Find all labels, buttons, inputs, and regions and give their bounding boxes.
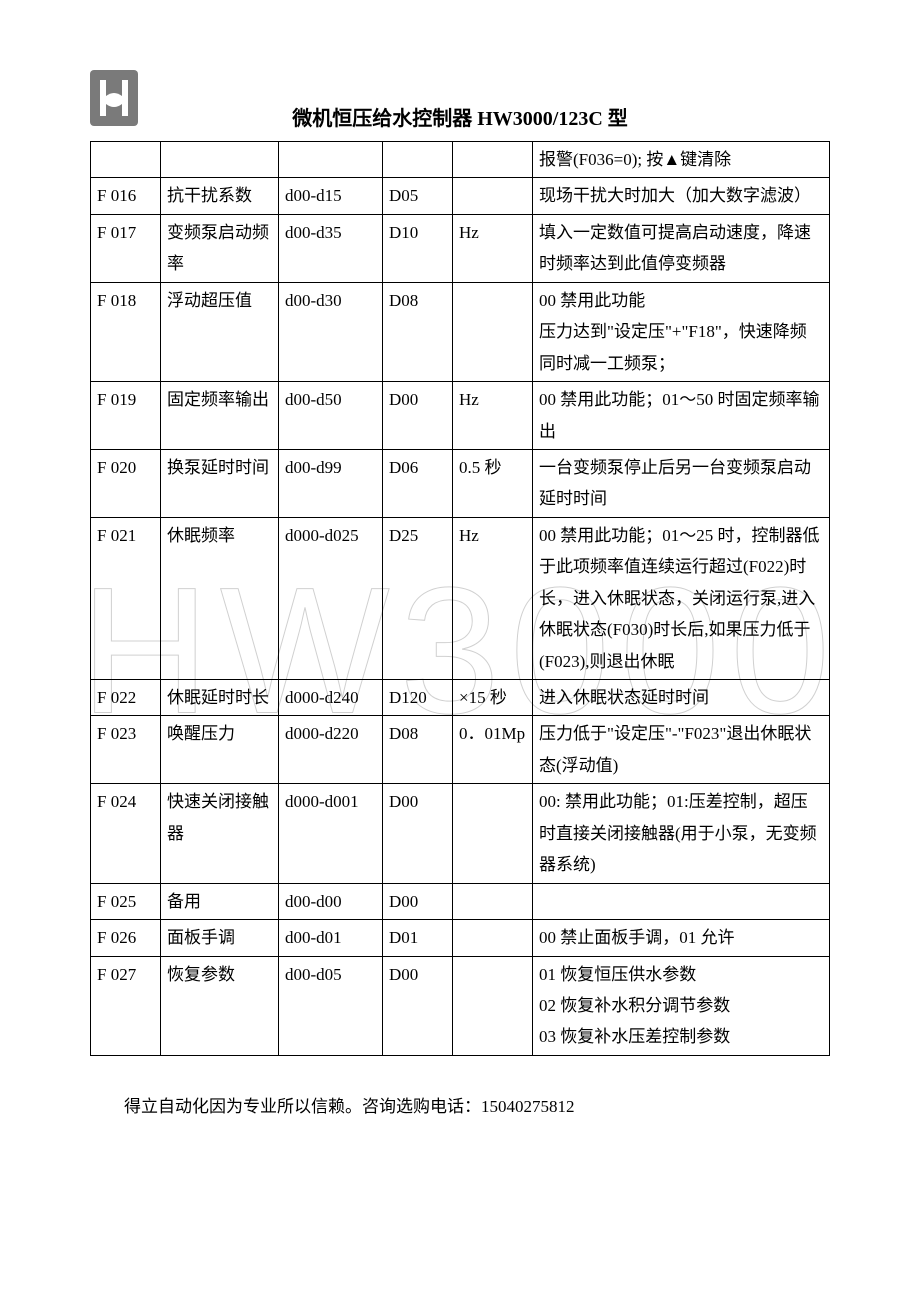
table-cell-default: D01 [383,920,453,956]
table-row: F 024快速关闭接触器d000-d001D00 00: 禁用此功能；01:压差控… [91,784,830,883]
table-row: F 019固定频率输出d00-d50D00Hz00 禁用此功能；01～50 时固… [91,382,830,450]
table-cell-desc: 00 禁用此功能；01～50 时固定频率输出 [533,382,830,450]
table-cell-code [91,142,161,178]
table-cell-range: d000-d220 [279,716,383,784]
brand-logo-icon [90,70,138,126]
table-row: F 017变频泵启动频率d00-d35D10Hz填入一定数值可提高启动速度，降速… [91,214,830,282]
table-cell-desc: 报警(F036=0); 按▲键清除 [533,142,830,178]
table-row: F 016抗干扰系数d00-d15D05 现场干扰大时加大（加大数字滤波） [91,178,830,214]
table-cell-code: F 025 [91,883,161,919]
table-cell-unit: ×15 秒 [453,680,533,716]
table-cell-range: d000-d001 [279,784,383,883]
parameter-table: 报警(F036=0); 按▲键清除 F 016抗干扰系数d00-d15D05 现场干… [90,141,830,1056]
table-cell-code: F 016 [91,178,161,214]
table-row: F 020换泵延时时间d00-d99D060.5 秒一台变频泵停止后另一台变频泵… [91,449,830,517]
table-cell-unit: Hz [453,214,533,282]
table-cell-default: D10 [383,214,453,282]
table-row: F 027恢复参数d00-d05D00 01 恢复恒压供水参数02 恢复补水积分调… [91,956,830,1055]
table-row: 报警(F036=0); 按▲键清除 [91,142,830,178]
table-cell-name: 浮动超压值 [161,282,279,381]
table-cell-code: F 027 [91,956,161,1055]
table-cell-unit [453,956,533,1055]
table-cell-range: d00-d01 [279,920,383,956]
table-cell-unit [453,142,533,178]
table-cell-unit [453,178,533,214]
table-cell-name [161,142,279,178]
table-cell-code: F 017 [91,214,161,282]
table-cell-desc: 01 恢复恒压供水参数02 恢复补水积分调节参数03 恢复补水压差控制参数 [533,956,830,1055]
table-cell-name: 抗干扰系数 [161,178,279,214]
table-cell-desc: 压力低于"设定压"-"F023"退出休眠状态(浮动值) [533,716,830,784]
table-cell-default [383,142,453,178]
table-cell-code: F 021 [91,517,161,679]
table-cell-name: 换泵延时时间 [161,449,279,517]
table-cell-name: 备用 [161,883,279,919]
table-cell-unit [453,282,533,381]
table-cell-range: d00-d30 [279,282,383,381]
table-cell-desc: 填入一定数值可提高启动速度，降速时频率达到此值停变频器 [533,214,830,282]
table-cell-default: D25 [383,517,453,679]
table-cell-name: 面板手调 [161,920,279,956]
page-container: 微机恒压给水控制器 HW3000/123C 型 报警(F036=0); 按▲键清… [0,0,920,1157]
table-row: F 023唤醒压力d000-d220D080．01Mp压力低于"设定压"-"F0… [91,716,830,784]
table-cell-unit: Hz [453,517,533,679]
table-cell-range: d00-d35 [279,214,383,282]
table-cell-code: F 024 [91,784,161,883]
table-cell-range [279,142,383,178]
table-cell-code: F 023 [91,716,161,784]
table-cell-name: 恢复参数 [161,956,279,1055]
table-cell-code: F 019 [91,382,161,450]
table-cell-unit: 0.5 秒 [453,449,533,517]
table-cell-range: d00-d00 [279,883,383,919]
table-cell-range: d00-d50 [279,382,383,450]
page-title: 微机恒压给水控制器 HW3000/123C 型 [90,102,830,131]
table-cell-name: 快速关闭接触器 [161,784,279,883]
table-cell-default: D00 [383,956,453,1055]
table-cell-name: 休眠频率 [161,517,279,679]
table-cell-default: D06 [383,449,453,517]
table-cell-default: D00 [383,382,453,450]
table-row: F 018浮动超压值d00-d30D08 00 禁用此功能压力达到"设定压"+"F… [91,282,830,381]
table-row: F 022休眠延时时长d000-d240D120×15 秒进入休眠状态延时时间 [91,680,830,716]
table-cell-desc: 00 禁用此功能；01～25 时，控制器低于此项频率值连续运行超过(F022)时… [533,517,830,679]
table-cell-default: D00 [383,784,453,883]
table-cell-default: D08 [383,282,453,381]
table-cell-range: d00-d15 [279,178,383,214]
table-cell-desc: 现场干扰大时加大（加大数字滤波） [533,178,830,214]
table-cell-unit [453,920,533,956]
table-row: F 025备用d00-d00D00 [91,883,830,919]
table-cell-unit: 0．01Mp [453,716,533,784]
table-cell-range: d00-d05 [279,956,383,1055]
footer-text: 得立自动化因为专业所以信赖。咨询选购电话：15040275812 [90,1092,830,1117]
table-cell-default: D00 [383,883,453,919]
table-cell-name: 变频泵启动频率 [161,214,279,282]
table-cell-code: F 020 [91,449,161,517]
table-cell-unit [453,883,533,919]
table-row: F 026面板手调d00-d01D01 00 禁止面板手调，01 允许 [91,920,830,956]
table-cell-name: 固定频率输出 [161,382,279,450]
table-cell-desc: 进入休眠状态延时时间 [533,680,830,716]
table-cell-desc: 00 禁用此功能压力达到"设定压"+"F18"，快速降频同时减一工频泵； [533,282,830,381]
table-cell-desc [533,883,830,919]
table-cell-code: F 018 [91,282,161,381]
table-cell-desc: 00 禁止面板手调，01 允许 [533,920,830,956]
table-cell-name: 休眠延时时长 [161,680,279,716]
table-cell-desc: 00: 禁用此功能；01:压差控制，超压时直接关闭接触器(用于小泵，无变频器系统… [533,784,830,883]
table-cell-unit [453,784,533,883]
table-row: F 021休眠频率d000-d025D25Hz00 禁用此功能；01～25 时，… [91,517,830,679]
table-cell-range: d000-d240 [279,680,383,716]
table-cell-code: F 022 [91,680,161,716]
table-cell-default: D05 [383,178,453,214]
table-cell-default: D120 [383,680,453,716]
table-cell-name: 唤醒压力 [161,716,279,784]
table-cell-range: d000-d025 [279,517,383,679]
table-cell-range: d00-d99 [279,449,383,517]
table-cell-desc: 一台变频泵停止后另一台变频泵启动延时时间 [533,449,830,517]
table-cell-code: F 026 [91,920,161,956]
table-cell-default: D08 [383,716,453,784]
table-cell-unit: Hz [453,382,533,450]
